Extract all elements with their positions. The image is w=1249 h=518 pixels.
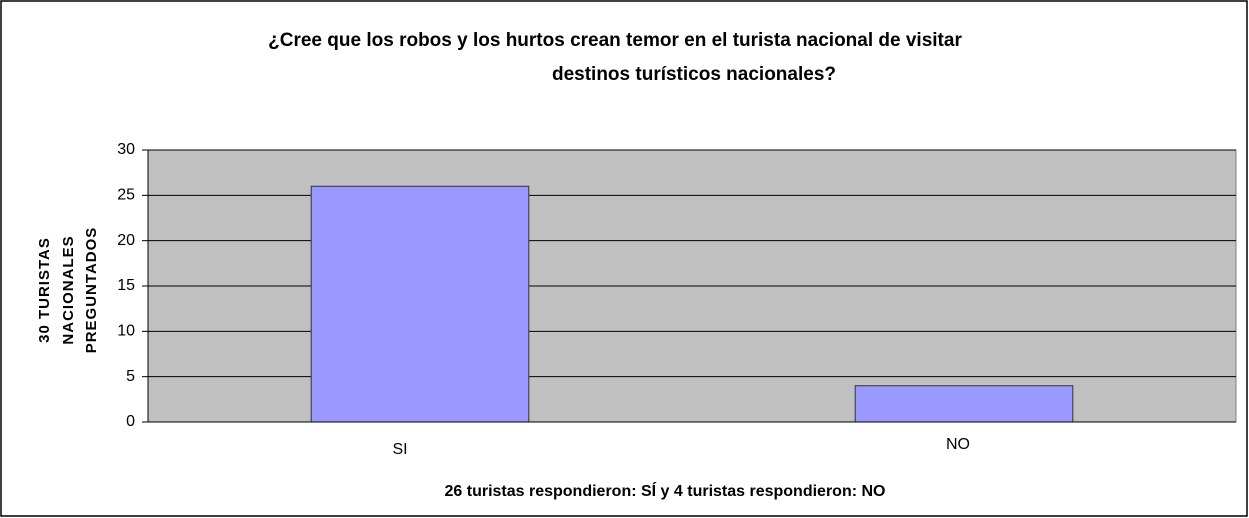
bar (310, 185, 530, 423)
y-axis-label-line: NACIONALES (60, 235, 77, 344)
y-tick-label: 10 (117, 323, 135, 340)
chart-title: destinos turísticos nacionales? (552, 64, 836, 85)
chart-title: ¿Cree que los robos y los hurtos crean t… (268, 30, 962, 51)
y-tick-label: 20 (117, 232, 135, 249)
x-tick-label: NO (946, 436, 970, 453)
x-tick-label: SI (392, 441, 407, 458)
bar (854, 385, 1074, 423)
y-tick-label: 15 (117, 277, 135, 294)
y-tick-label: 0 (126, 413, 135, 430)
y-tick-label: 30 (117, 141, 135, 158)
y-axis-label-line: 30 TURISTAS (36, 237, 53, 343)
y-tick-label: 25 (117, 187, 135, 204)
y-axis-label-line: PREGUNTADOS (83, 227, 100, 354)
x-axis-label: 26 turistas respondieron: SÍ y 4 turista… (445, 481, 886, 500)
y-tick-label: 5 (126, 368, 135, 385)
y-axis-label: 30 TURISTAS NACIONALES PREGUNTADOS (36, 227, 100, 354)
